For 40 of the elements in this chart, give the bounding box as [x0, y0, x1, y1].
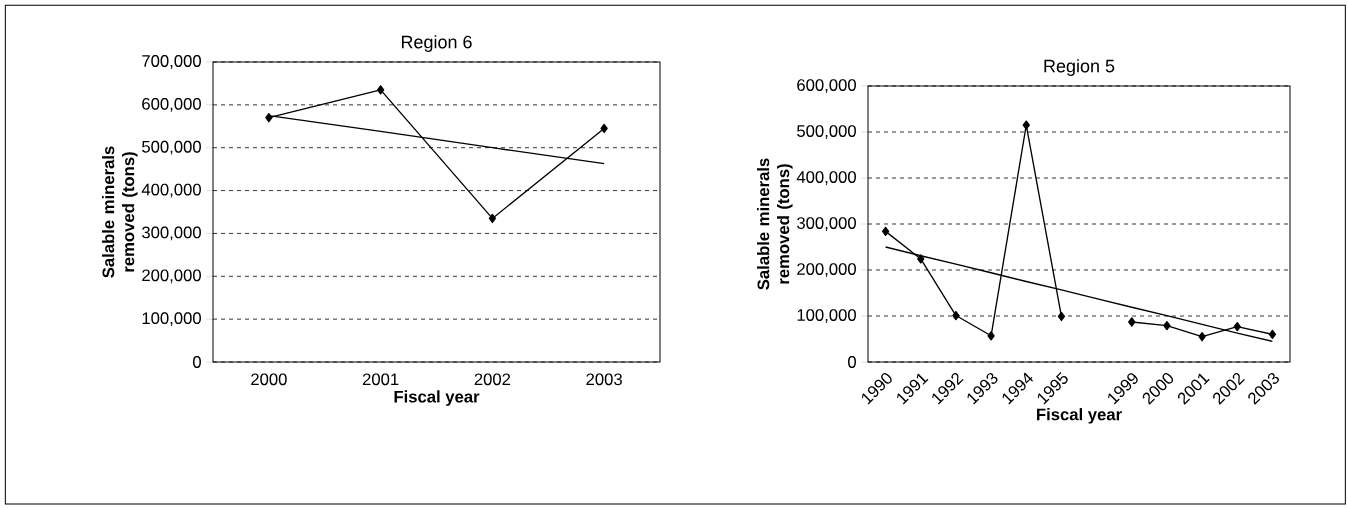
point [952, 310, 960, 321]
y-tick-label: 0 [848, 356, 856, 368]
y-tick-label: 300,000 [797, 217, 856, 231]
x-tick-label: 2002 [474, 373, 511, 386]
y-tick-label: 700,000 [142, 55, 201, 69]
x-tick-label: 2000 [251, 373, 287, 386]
point [265, 113, 273, 123]
y-tick-label: 200,000 [797, 263, 856, 277]
chart-title: Region 5 [1044, 59, 1115, 76]
point [1163, 320, 1171, 331]
y-tick-label: 200,000 [142, 269, 201, 284]
y-tick-label: 300,000 [142, 226, 201, 241]
point [488, 213, 497, 224]
point [1128, 317, 1136, 327]
x-axis-title: Fiscal year [1037, 408, 1122, 424]
x-axis-title: Fiscal year [394, 390, 480, 406]
y-tick-label: 0 [193, 356, 201, 368]
point [987, 331, 995, 341]
y-tick-label: 100,000 [142, 312, 201, 327]
x-tick-label: 2001 [362, 373, 399, 386]
y-tick-label: 400,000 [796, 171, 856, 185]
point [881, 226, 890, 237]
y-tick-label: 100,000 [797, 309, 856, 323]
y-tick-label: 500,000 [797, 125, 856, 139]
y-tick-label: 500,000 [142, 140, 201, 155]
x-tick-label: 2003 [586, 373, 622, 386]
y-tick-label: 600,000 [797, 79, 856, 93]
point [1198, 332, 1206, 342]
y-tick-label: 600,000 [142, 97, 201, 112]
point [1268, 329, 1277, 340]
y-axis-title: Salable minerals removed (tons) [102, 146, 138, 278]
point [1233, 321, 1241, 332]
point [1057, 311, 1066, 322]
point [917, 254, 925, 264]
chart-title: Region 6 [401, 35, 472, 52]
y-axis-title: Salable minerals removed (tons) [757, 158, 793, 290]
point [600, 123, 608, 134]
point [376, 85, 385, 95]
point [1022, 120, 1030, 130]
y-tick-label: 400,000 [141, 183, 201, 198]
